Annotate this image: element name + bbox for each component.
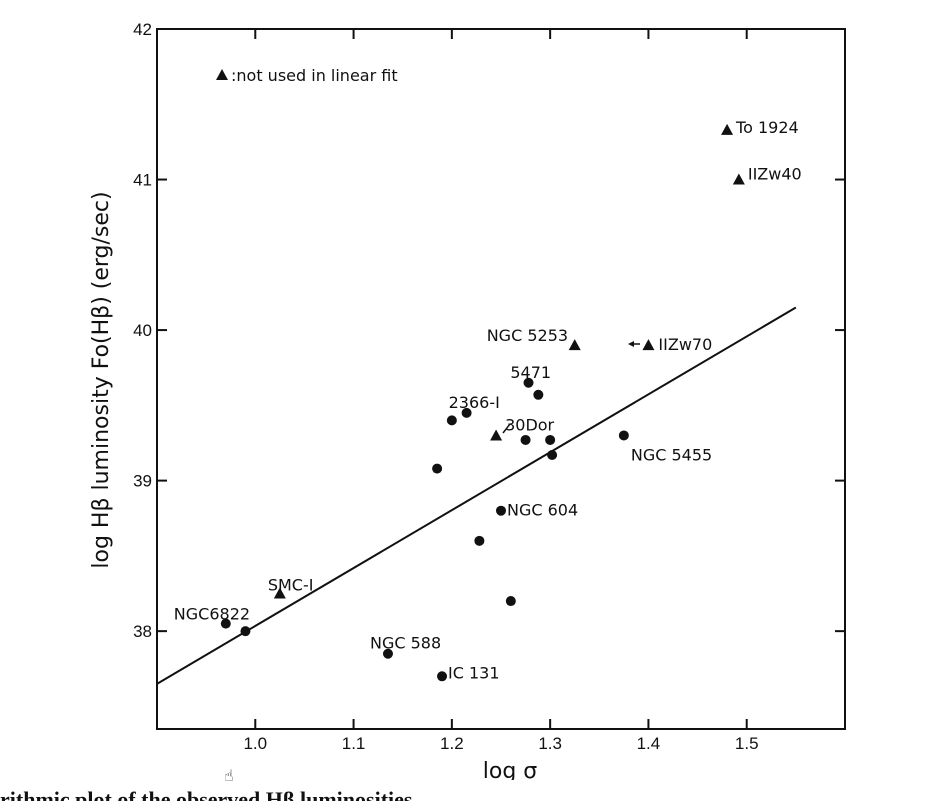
y-tick-label: 40 xyxy=(133,321,152,340)
y-tick-label: 41 xyxy=(133,171,152,190)
x-tick-label: 1.5 xyxy=(735,734,759,753)
data-point-circle xyxy=(446,415,457,426)
point-label: NGC 5253 xyxy=(487,326,568,345)
point-label: To 1924 xyxy=(735,118,799,137)
point-label: NGC6822 xyxy=(174,605,250,624)
legend-triangle-icon xyxy=(216,69,228,80)
x-tick-label: 1.4 xyxy=(637,734,661,753)
point-label: NGC 588 xyxy=(370,634,441,653)
point-label: 5471 xyxy=(510,363,551,382)
data-point-triangle xyxy=(273,587,286,599)
point-label: IIZw40 xyxy=(748,165,802,184)
data-points xyxy=(220,123,745,682)
data-point-circle xyxy=(547,450,558,461)
label-leader xyxy=(502,423,511,434)
data-point-circle xyxy=(505,596,516,607)
data-point-circle xyxy=(523,377,534,388)
arrow-left-icon xyxy=(628,341,640,347)
point-labels: NGC6822 NGC 588 IC 131 2366-I NGC 604 5471 NGC… xyxy=(174,118,802,682)
x-tick-label: 1.0 xyxy=(243,734,267,753)
point-label: NGC 604 xyxy=(507,501,578,520)
legend-text: :not used in linear fit xyxy=(231,66,398,85)
data-point-circle xyxy=(220,618,231,629)
data-point-circle xyxy=(240,626,251,637)
y-tick-label: 38 xyxy=(133,622,152,641)
data-point-triangle xyxy=(642,339,655,351)
y-axis-title: log Hβ luminosity Fo(Hβ) (erg/sec) xyxy=(89,191,114,568)
data-point-triangle xyxy=(490,429,503,441)
x-tick-label: 1.2 xyxy=(440,734,464,753)
hand-cursor-icon: ☝ xyxy=(224,768,234,785)
y-axis: 38 39 40 41 42 xyxy=(133,20,845,641)
x-axis: 1.0 1.1 1.2 1.3 1.4 1.5 xyxy=(243,29,759,753)
x-tick-label: 1.1 xyxy=(342,734,366,753)
data-point-circle xyxy=(618,430,629,441)
point-label: NGC 5455 xyxy=(631,445,712,464)
data-point-triangle xyxy=(721,123,734,135)
data-point-circle xyxy=(432,463,443,474)
point-label: SMC-I xyxy=(268,576,314,595)
legend: :not used in linear fit xyxy=(216,66,398,85)
x-axis-title: log σ xyxy=(483,759,538,780)
data-point-circle xyxy=(437,671,448,682)
data-point-circle xyxy=(461,407,472,418)
data-point-circle xyxy=(382,648,393,659)
figure-caption: rithmic plot of the observed Hβ luminosi… xyxy=(0,787,413,801)
point-label: IC 131 xyxy=(448,663,500,682)
data-point-circle xyxy=(545,434,556,445)
point-label: 30Dor xyxy=(505,415,554,434)
data-point-circle xyxy=(533,389,544,400)
x-tick-label: 1.3 xyxy=(538,734,562,753)
point-label: IIZw70 xyxy=(658,335,712,354)
data-point-circle xyxy=(474,535,485,546)
data-point-triangle xyxy=(732,173,745,185)
data-point-circle xyxy=(496,505,506,516)
plot-frame xyxy=(156,28,846,730)
linear-fit-line xyxy=(156,306,797,685)
point-label: 2366-I xyxy=(449,393,500,412)
y-tick-label: 42 xyxy=(133,20,152,39)
y-tick-label: 39 xyxy=(133,472,152,491)
data-point-triangle xyxy=(568,339,581,351)
data-point-circle xyxy=(520,434,531,445)
